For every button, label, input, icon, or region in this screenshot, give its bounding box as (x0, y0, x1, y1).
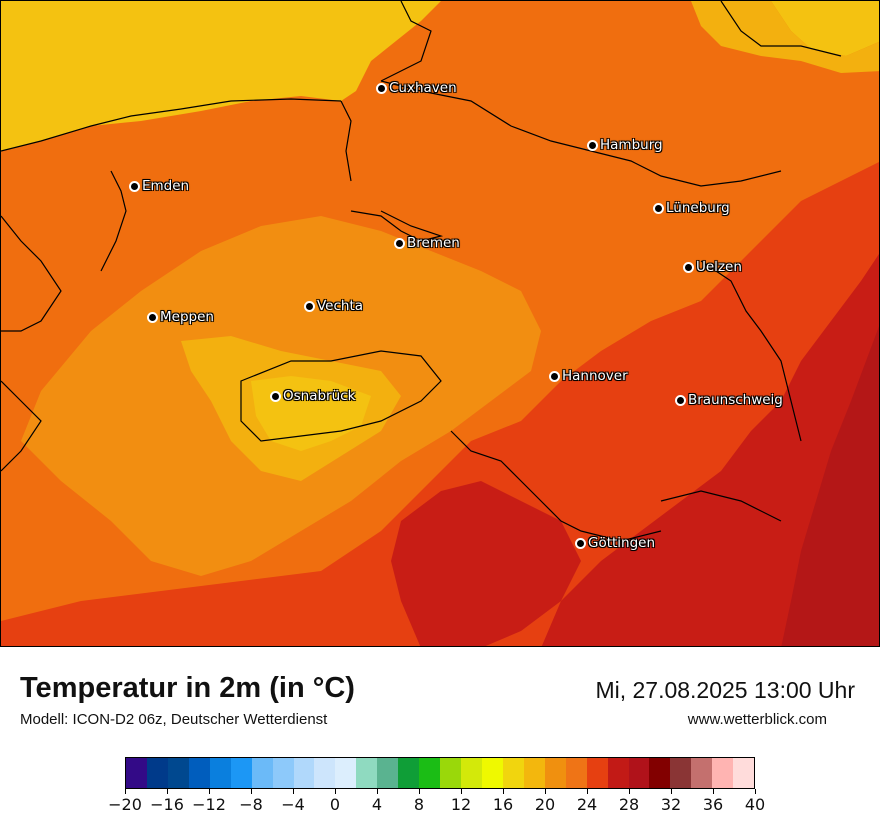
city-marker-icon (147, 312, 158, 324)
legend-tick-label: 16 (473, 789, 533, 814)
legend-swatch (691, 758, 713, 788)
legend-swatch (586, 758, 608, 788)
city-emden[interactable]: Emden (129, 178, 190, 194)
legend-swatch (670, 758, 692, 788)
city-bremen[interactable]: Bremen (394, 235, 460, 251)
legend-swatch (628, 758, 650, 788)
legend-tick-label: 20 (515, 789, 575, 814)
city-cuxhaven[interactable]: Cuxhaven (376, 80, 457, 96)
legend-swatch (356, 758, 378, 788)
legend-swatch (712, 758, 734, 788)
map-footer: Temperatur in 2m (in °C) Modell: ICON-D2… (0, 647, 880, 830)
temperature-map[interactable]: Cuxhaven Hamburg Emden Lüneburg Bremen U… (0, 0, 880, 647)
city-label: Bremen (407, 235, 460, 251)
coastlines-and-borders (1, 1, 842, 542)
city-marker-icon (653, 203, 664, 215)
temperature-field-28-30 (781, 326, 879, 646)
city-label: Lüneburg (666, 200, 730, 216)
temperature-field-18-20-northeast (691, 1, 879, 73)
city-marker-icon (270, 391, 281, 403)
city-braunschweig[interactable]: Braunschweig (675, 392, 783, 408)
city-label: Uelzen (696, 259, 742, 275)
city-label: Osnabrück (283, 388, 356, 404)
legend-swatch (377, 758, 399, 788)
city-label: Hamburg (600, 137, 663, 153)
legend-tick-label: 36 (683, 789, 743, 814)
forecast-datetime: Mi, 27.08.2025 13:00 Uhr (595, 677, 855, 703)
legend-swatch (126, 758, 147, 788)
temperature-field-16-18-north (1, 1, 441, 151)
city-marker-icon (304, 301, 315, 313)
city-hannover[interactable]: Hannover (549, 368, 628, 384)
color-legend-ticks: −20 −16 −12 −8 −4 0 4 8 12 16 20 24 28 32 36 40 (108, 789, 765, 819)
legend-tick-label: −20 (95, 789, 155, 814)
city-goettingen[interactable]: Göttingen (575, 535, 656, 551)
city-label: Meppen (160, 309, 214, 325)
legend-swatch (607, 758, 629, 788)
legend-swatch (461, 758, 482, 788)
city-label: Cuxhaven (389, 80, 457, 96)
legend-swatch (649, 758, 671, 788)
city-marker-icon (549, 371, 560, 383)
city-marker-icon (376, 83, 387, 95)
legend-tick-label: −8 (221, 789, 281, 814)
city-osnabrueck[interactable]: Osnabrück (270, 388, 356, 404)
legend-swatch (272, 758, 294, 788)
temperature-field-16-18-northeast (771, 1, 879, 56)
color-legend-bar (125, 757, 755, 789)
city-hamburg[interactable]: Hamburg (587, 137, 663, 153)
city-label: Vechta (317, 298, 364, 314)
legend-swatch (209, 758, 231, 788)
legend-swatch (502, 758, 524, 788)
temperature-field-16-18-osnabrueck (251, 376, 371, 451)
city-label: Hannover (562, 368, 628, 384)
city-marker-icon (683, 262, 694, 274)
map-title: Temperatur in 2m (in °C) (20, 672, 355, 704)
legend-swatch (419, 758, 441, 788)
legend-swatch (523, 758, 545, 788)
city-uelzen[interactable]: Uelzen (683, 259, 742, 275)
legend-swatch (314, 758, 336, 788)
legend-tick-label: 40 (725, 789, 785, 814)
model-info: Modell: ICON-D2 06z, Deutscher Wetterdie… (20, 711, 328, 728)
legend-swatch (335, 758, 357, 788)
legend-tick-label: −4 (263, 789, 323, 814)
city-marker-icon (587, 140, 598, 152)
legend-swatch (167, 758, 189, 788)
legend-tick-label: 24 (557, 789, 617, 814)
legend-swatch (293, 758, 315, 788)
legend-tick-label: −12 (179, 789, 239, 814)
legend-swatch (565, 758, 587, 788)
city-marker-icon (394, 238, 405, 250)
city-marker-icon (575, 538, 586, 550)
city-label: Göttingen (588, 535, 656, 551)
legend-tick-label: 4 (347, 789, 407, 814)
city-vechta[interactable]: Vechta (304, 298, 364, 314)
city-label: Braunschweig (688, 392, 783, 408)
city-meppen[interactable]: Meppen (147, 309, 214, 325)
map-canvas (1, 1, 879, 646)
legend-tick-label: 28 (599, 789, 659, 814)
legend-tick-label: 32 (641, 789, 701, 814)
legend-swatch (440, 758, 461, 788)
legend-swatch (733, 758, 755, 788)
legend-swatch (481, 758, 503, 788)
temperature-field-26-28 (541, 254, 879, 646)
city-marker-icon (129, 181, 140, 193)
legend-swatch (188, 758, 210, 788)
city-marker-icon (675, 395, 686, 407)
legend-swatch (251, 758, 273, 788)
legend-tick-label: 12 (431, 789, 491, 814)
legend-swatch (230, 758, 252, 788)
legend-tick-label: −16 (137, 789, 197, 814)
legend-swatch (544, 758, 566, 788)
legend-swatch (146, 758, 168, 788)
legend-tick-label: 0 (305, 789, 365, 814)
legend-tick-label: 8 (389, 789, 449, 814)
legend-swatch (398, 758, 420, 788)
temperature-field-26-28-south (391, 481, 581, 646)
website-link[interactable]: www.wetterblick.com (687, 711, 827, 728)
city-lueneburg[interactable]: Lüneburg (653, 200, 730, 216)
city-label: Emden (142, 178, 190, 194)
